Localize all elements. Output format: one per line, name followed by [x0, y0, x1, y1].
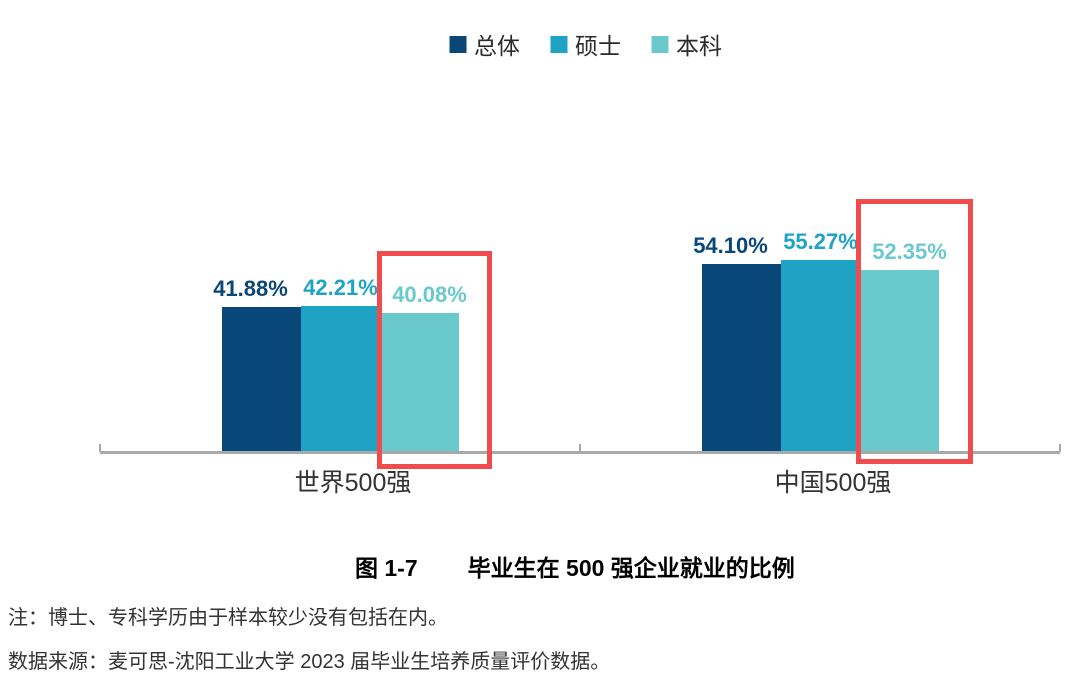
highlight-box-china500 [856, 199, 973, 464]
legend-item-bachelor: 本科 [651, 27, 722, 61]
legend-label-overall: 总体 [474, 33, 520, 59]
bar-master-china500 [781, 260, 860, 452]
x-axis-tick-1 [579, 444, 581, 452]
legend-label-master: 硕士 [575, 33, 621, 59]
bar-value-label-master-world500: 42.21% [303, 275, 378, 300]
x-axis-tick-0 [99, 444, 101, 452]
legend-item-master: 硕士 [550, 27, 621, 61]
x-axis-tick-2 [1059, 444, 1061, 452]
bar-value-label-bachelor-world500: 40.08% [392, 282, 467, 307]
legend-label-bachelor: 本科 [676, 33, 722, 59]
note-sample: 注：博士、专科学历由于样本较少没有包括在内。 [8, 607, 448, 629]
legend-swatch-bachelor [651, 35, 668, 53]
bar-overall-china500 [702, 264, 781, 452]
bar-bachelor-china500 [860, 270, 939, 452]
bar-value-label-overall-world500: 41.88% [213, 276, 288, 301]
x-axis-category-world500: 世界500强 [294, 469, 412, 497]
bar-value-label-bachelor-china500: 52.35% [872, 239, 947, 264]
x-axis-category-china500: 中国500强 [774, 469, 892, 497]
bar-master-world500 [301, 306, 380, 452]
legend-swatch-overall [449, 35, 466, 53]
note-source: 数据来源：麦可思-沈阳工业大学 2023 届毕业生培养质量评价数据。 [8, 651, 611, 673]
figure-number: 图 1-7 [355, 555, 418, 581]
figure-caption: 图 1-7 毕业生在 500 强企业就业的比例 [355, 549, 795, 583]
chart-legend: 总体 硕士 本科 [449, 27, 722, 61]
bar-bachelor-world500 [380, 313, 459, 452]
legend-item-overall: 总体 [449, 27, 520, 61]
bar-value-label-overall-china500: 54.10% [693, 233, 768, 258]
bar-overall-world500 [222, 307, 301, 452]
bar-value-label-master-china500: 55.27% [783, 229, 858, 254]
legend-swatch-master [550, 35, 567, 53]
x-axis-line [100, 451, 1060, 454]
highlight-box-world500 [377, 251, 492, 469]
figure-title: 毕业生在 500 强企业就业的比例 [467, 555, 795, 581]
